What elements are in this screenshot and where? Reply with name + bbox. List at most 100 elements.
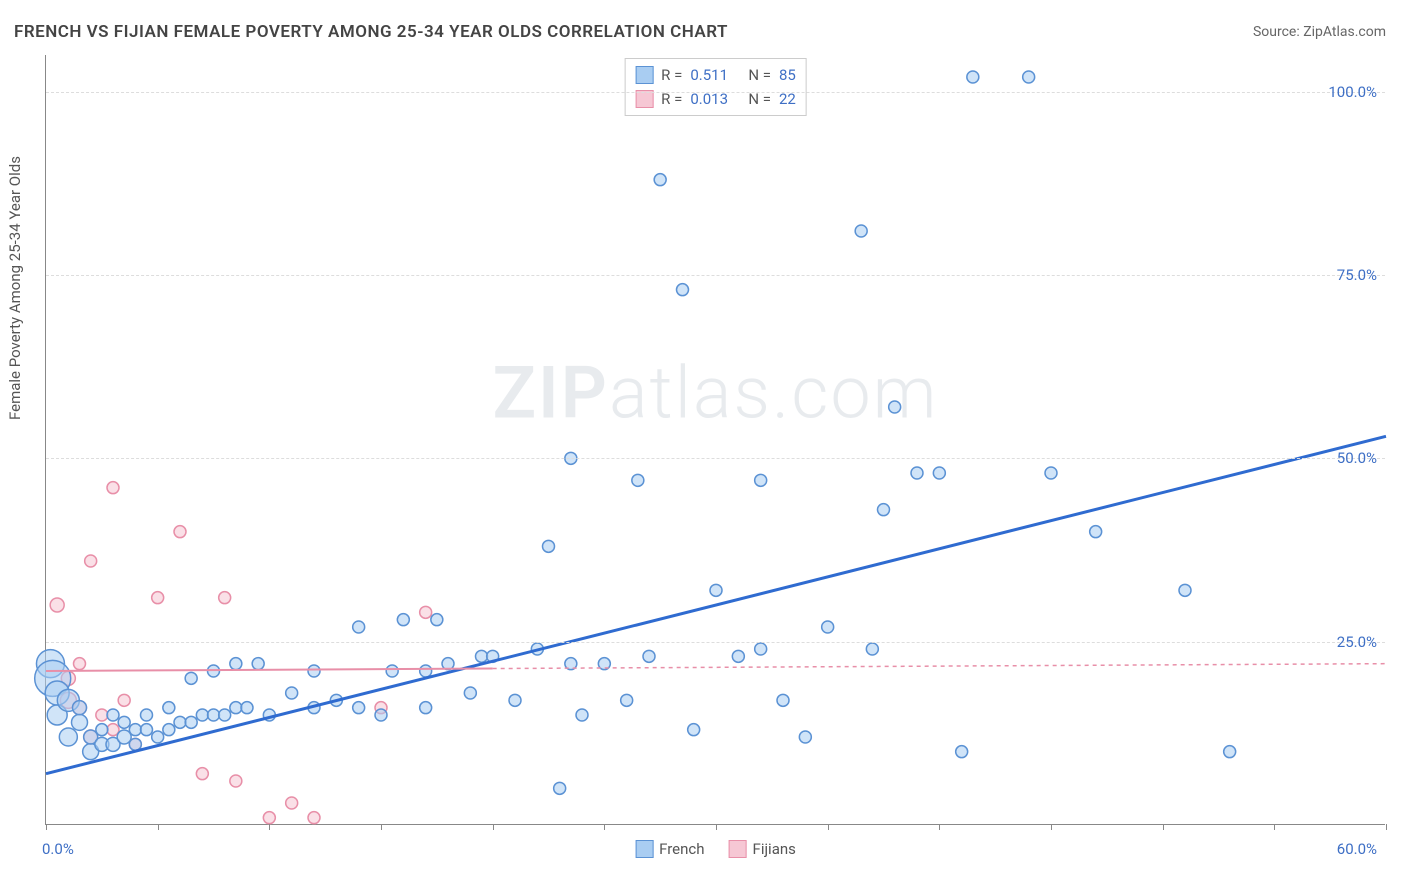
french-point — [1090, 526, 1102, 538]
x-tick — [828, 824, 829, 830]
french-point — [152, 731, 164, 743]
french-point — [353, 702, 365, 714]
french-point — [799, 731, 811, 743]
n-value: 85 — [779, 63, 796, 87]
french-point — [476, 650, 488, 662]
french-point — [878, 504, 890, 516]
french-point — [308, 665, 320, 677]
fijian-point — [263, 812, 275, 824]
fijian-point — [219, 592, 231, 604]
french-point — [420, 665, 432, 677]
french-swatch-icon — [635, 66, 653, 84]
legend-item: French — [635, 840, 704, 858]
trend-line — [493, 664, 1386, 669]
french-point — [241, 702, 253, 714]
french-point — [420, 702, 432, 714]
fijian-point — [196, 768, 208, 780]
french-point — [889, 401, 901, 413]
french-point — [643, 650, 655, 662]
fijian-point — [118, 694, 130, 706]
french-point — [96, 724, 108, 736]
french-point — [174, 716, 186, 728]
french-point — [72, 714, 88, 730]
fijian-point — [107, 482, 119, 494]
x-tick-label: 0.0% — [42, 840, 74, 858]
x-tick — [1274, 824, 1275, 830]
french-point — [129, 738, 141, 750]
french-point — [1179, 584, 1191, 596]
french-point — [464, 687, 476, 699]
legend-label: French — [659, 840, 704, 858]
n-label: N = — [748, 63, 771, 87]
plot-area: ZIPatlas.com R =0.511N =85R =0.013N =22 … — [45, 55, 1385, 825]
gridline — [46, 458, 1385, 459]
fijian-swatch-icon — [729, 840, 747, 858]
r-value: 0.013 — [690, 87, 740, 111]
french-point — [431, 614, 443, 626]
fijian-point — [308, 812, 320, 824]
fijian-point — [286, 797, 298, 809]
gridline — [46, 642, 1385, 643]
gridline — [46, 92, 1385, 93]
y-tick-label: 100.0% — [1328, 83, 1377, 101]
french-point — [710, 584, 722, 596]
chart-svg — [46, 55, 1385, 824]
stats-row: R =0.511N =85 — [635, 63, 796, 87]
trend-line — [46, 436, 1386, 773]
fijian-point — [152, 592, 164, 604]
x-tick — [493, 824, 494, 830]
french-point — [286, 687, 298, 699]
french-point — [185, 672, 197, 684]
french-point — [509, 694, 521, 706]
fijian-point — [420, 606, 432, 618]
french-point — [353, 621, 365, 633]
french-point — [911, 467, 923, 479]
r-value: 0.511 — [690, 63, 740, 87]
legend-item: Fijians — [729, 840, 796, 858]
n-label: N = — [748, 87, 771, 111]
fijian-point — [74, 658, 86, 670]
x-tick — [604, 824, 605, 830]
french-point — [554, 782, 566, 794]
gridline — [46, 275, 1385, 276]
french-point — [933, 467, 945, 479]
french-point — [163, 702, 175, 714]
french-point — [732, 650, 744, 662]
x-tick — [1163, 824, 1164, 830]
fijian-point — [174, 526, 186, 538]
fijian-point — [50, 598, 64, 612]
stats-legend: R =0.511N =85R =0.013N =22 — [624, 58, 807, 116]
x-tick — [46, 824, 47, 830]
y-tick-label: 25.0% — [1337, 633, 1377, 651]
fijian-point — [85, 555, 97, 567]
french-point — [576, 709, 588, 721]
french-point — [230, 702, 242, 714]
x-tick — [381, 824, 382, 830]
french-point — [688, 724, 700, 736]
chart-title: FRENCH VS FIJIAN FEMALE POVERTY AMONG 25… — [14, 22, 728, 42]
french-point — [219, 709, 231, 721]
x-tick — [939, 824, 940, 830]
fijian-point — [230, 775, 242, 787]
french-point — [677, 284, 689, 296]
french-point — [107, 709, 119, 721]
french-point — [163, 724, 175, 736]
french-point — [196, 709, 208, 721]
french-point — [777, 694, 789, 706]
legend-label: Fijians — [753, 840, 796, 858]
r-label: R = — [661, 87, 682, 111]
french-point — [632, 474, 644, 486]
french-point — [59, 728, 77, 746]
french-point — [230, 658, 242, 670]
series-legend: French Fijians — [635, 840, 796, 858]
french-point — [1224, 746, 1236, 758]
french-point — [967, 71, 979, 83]
y-axis-label: Female Poverty Among 25-34 Year Olds — [6, 156, 24, 420]
french-point — [118, 716, 130, 728]
french-point — [185, 716, 197, 728]
french-swatch-icon — [635, 840, 653, 858]
french-point — [141, 709, 153, 721]
x-tick — [716, 824, 717, 830]
x-tick — [1386, 824, 1387, 830]
french-point — [956, 746, 968, 758]
